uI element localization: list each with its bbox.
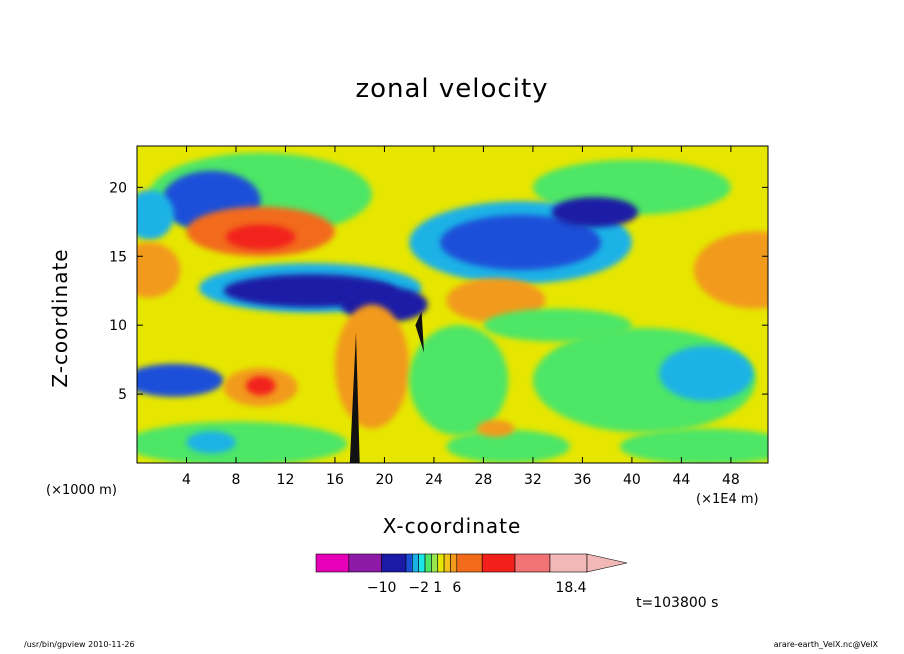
colorbar-swatch bbox=[549, 553, 588, 573]
x-tick-label: 48 bbox=[722, 472, 740, 488]
colorbar-label: 1 bbox=[433, 580, 442, 596]
field-region bbox=[440, 214, 601, 271]
field-region bbox=[186, 431, 236, 454]
field-region bbox=[477, 420, 515, 437]
y-tick-label: 15 bbox=[109, 249, 127, 265]
x-tick-label: 28 bbox=[475, 472, 493, 488]
field-region bbox=[415, 311, 425, 353]
time-label: t=103800 s bbox=[636, 595, 719, 611]
y-axis: 5 10 15 20 bbox=[109, 180, 768, 403]
colorbar-swatch bbox=[424, 553, 432, 573]
colorbar-label: 6 bbox=[452, 580, 461, 596]
x-tick-label: 4 bbox=[182, 472, 191, 488]
colorbar-swatch bbox=[450, 553, 458, 573]
y-tick-label: 20 bbox=[109, 180, 127, 196]
chart-title: zonal velocity bbox=[355, 74, 549, 104]
y-axis-label: Z-coordinate bbox=[48, 248, 72, 388]
field-region bbox=[551, 196, 639, 228]
field-region bbox=[245, 376, 276, 396]
x-tick-label: 32 bbox=[524, 472, 542, 488]
field-region bbox=[483, 308, 632, 342]
field-region bbox=[137, 363, 224, 397]
field-region bbox=[226, 224, 296, 250]
x-scale-label: (×1E4 m) bbox=[696, 492, 759, 507]
field-region bbox=[409, 325, 509, 436]
colorbar-label: 18.4 bbox=[555, 580, 586, 596]
colorbar-swatch bbox=[437, 553, 445, 573]
colorbar-swatch bbox=[431, 553, 439, 573]
x-tick-label: 24 bbox=[425, 472, 443, 488]
footer-left: /usr/bin/gpview 2010-11-26 bbox=[24, 640, 135, 649]
footer-right: arare-earth_VelX.nc@VelX bbox=[773, 640, 878, 649]
colorbar-swatch bbox=[514, 553, 551, 573]
colorbar-swatch bbox=[456, 553, 483, 573]
field-region bbox=[659, 345, 754, 401]
field-region bbox=[619, 428, 768, 463]
x-unit-label: (×1000 m) bbox=[46, 483, 117, 498]
x-tick-label: 44 bbox=[672, 472, 690, 488]
field-region bbox=[137, 421, 348, 463]
colorbar-swatch bbox=[348, 553, 382, 573]
x-axis: 4 8 12 16 20 24 28 32 36 40 44 48 bbox=[182, 146, 740, 488]
plot-frame bbox=[136, 145, 769, 464]
field-region bbox=[137, 190, 175, 240]
colorbar-swatch bbox=[315, 553, 350, 573]
colorbar-swatch bbox=[418, 553, 426, 573]
x-tick-label: 16 bbox=[326, 472, 344, 488]
x-tick-label: 8 bbox=[232, 472, 241, 488]
field-region bbox=[334, 304, 410, 429]
x-tick-label: 40 bbox=[623, 472, 641, 488]
field-region bbox=[693, 231, 768, 309]
field-region bbox=[137, 242, 181, 298]
x-axis-label: X-coordinate bbox=[382, 514, 522, 538]
y-tick-label: 10 bbox=[109, 318, 127, 334]
colorbar-arrow bbox=[586, 553, 628, 573]
colorbar-swatch bbox=[405, 553, 413, 573]
colorbar-label: −10 bbox=[367, 580, 397, 596]
field-region bbox=[349, 332, 360, 463]
colorbar-swatch bbox=[381, 553, 407, 573]
x-tick-label: 12 bbox=[277, 472, 295, 488]
x-tick-label: 20 bbox=[376, 472, 394, 488]
colorbar-label: −2 bbox=[408, 580, 429, 596]
colorbar-swatch bbox=[412, 553, 419, 573]
y-tick-label: 5 bbox=[118, 387, 127, 403]
velocity-field bbox=[137, 146, 768, 463]
colorbar-swatch bbox=[443, 553, 451, 573]
x-tick-label: 36 bbox=[573, 472, 591, 488]
field-region bbox=[446, 429, 571, 463]
colorbar-swatch bbox=[481, 553, 516, 573]
colorbar: −10 −2 1 6 18.4 bbox=[315, 553, 628, 596]
